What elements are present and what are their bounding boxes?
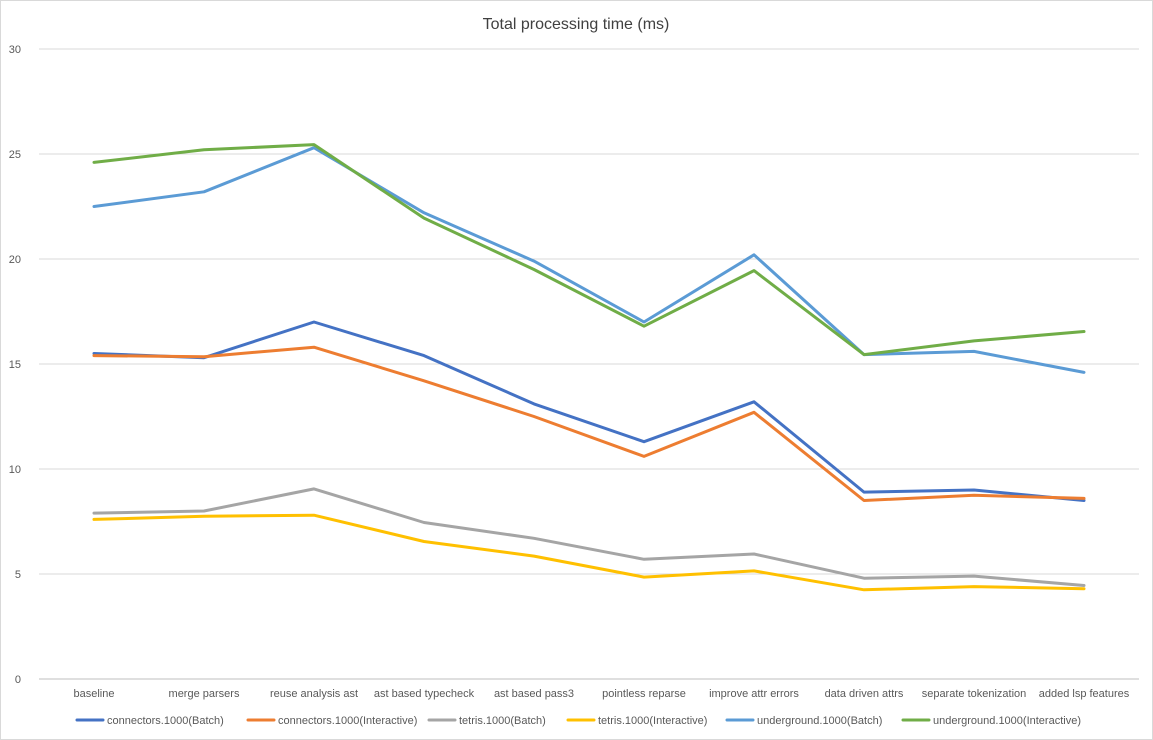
x-tick-label: merge parsers — [169, 688, 240, 700]
x-tick-label: added lsp features — [1039, 688, 1130, 700]
y-axis-ticks: 0 5 10 15 20 25 30 — [9, 44, 21, 686]
x-tick-label: ast based typecheck — [374, 688, 475, 700]
y-tick-label: 15 — [9, 359, 21, 371]
legend-label: connectors.1000(Interactive) — [278, 715, 417, 727]
legend-item: tetris.1000(Batch) — [427, 715, 546, 727]
x-tick-label: baseline — [74, 688, 115, 700]
series-line-5 — [92, 143, 1086, 357]
y-tick-label: 25 — [9, 149, 21, 161]
x-tick-label: improve attr errors — [709, 688, 799, 700]
legend-item: connectors.1000(Interactive) — [246, 715, 417, 727]
x-tick-label: data driven attrs — [825, 688, 904, 700]
legend: connectors.1000(Batch) connectors.1000(In… — [75, 715, 1081, 727]
series-line-3 — [92, 513, 1086, 592]
x-tick-label: separate tokenization — [922, 688, 1027, 700]
legend-label: underground.1000(Interactive) — [933, 715, 1081, 727]
series-line-2 — [92, 487, 1086, 587]
y-tick-label: 5 — [15, 569, 21, 581]
legend-item: tetris.1000(Interactive) — [566, 715, 707, 727]
y-tick-label: 30 — [9, 44, 21, 56]
y-tick-label: 20 — [9, 254, 21, 266]
x-tick-label: ast based pass3 — [494, 688, 574, 700]
y-tick-label: 0 — [15, 674, 21, 686]
gridlines — [39, 48, 1139, 680]
x-tick-label: pointless reparse — [602, 688, 686, 700]
x-tick-label: reuse analysis ast — [270, 688, 358, 700]
legend-label: connectors.1000(Batch) — [107, 715, 224, 727]
legend-label: tetris.1000(Batch) — [459, 715, 546, 727]
legend-item: underground.1000(Batch) — [725, 715, 882, 727]
legend-label: underground.1000(Batch) — [757, 715, 882, 727]
series-line-1 — [92, 345, 1086, 502]
legend-item: connectors.1000(Batch) — [75, 715, 224, 727]
x-axis-ticks: baseline merge parsers reuse analysis ast a… — [74, 688, 1130, 700]
chart-title: Total processing time (ms) — [483, 16, 670, 33]
series-line-0 — [92, 320, 1086, 502]
series-lines — [92, 143, 1086, 592]
legend-item: underground.1000(Interactive) — [901, 715, 1081, 727]
series-line-4 — [92, 146, 1086, 374]
legend-label: tetris.1000(Interactive) — [598, 715, 707, 727]
y-tick-label: 10 — [9, 464, 21, 476]
